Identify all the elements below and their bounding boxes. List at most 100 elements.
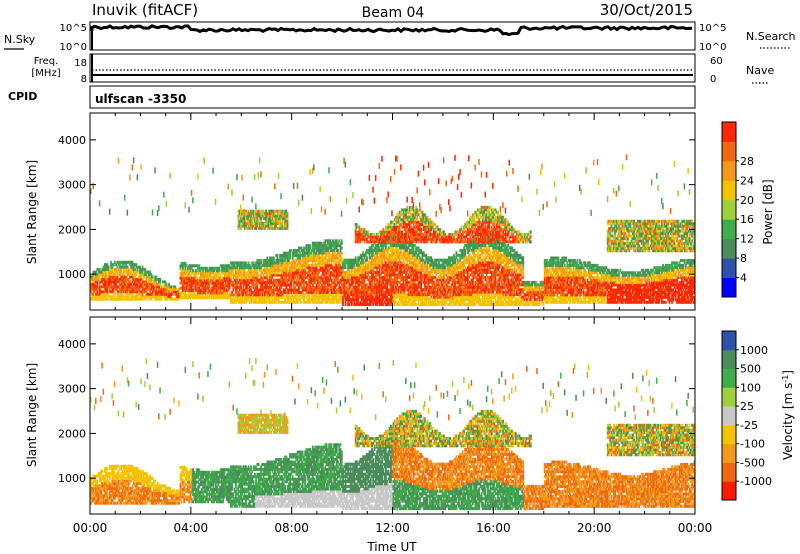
- scatter-cell: [320, 249, 323, 253]
- scatter-cell: [352, 263, 355, 267]
- scatter-cell: [305, 295, 308, 299]
- scatter-cell: [362, 235, 365, 239]
- scatter-cell: [344, 266, 347, 270]
- scatter-cell: [393, 303, 396, 307]
- scatter-cell: [398, 266, 401, 270]
- scatter-cell: [141, 278, 144, 281]
- scatter-cell: [421, 210, 424, 214]
- scatter-cell: [319, 300, 322, 304]
- scatter-cell: [243, 283, 246, 287]
- scatter-cell: [299, 276, 302, 280]
- scatter-cell: [324, 259, 327, 262]
- scatter-cell: [279, 209, 281, 213]
- scatter-cell: [298, 288, 300, 292]
- scatter-cell: [364, 290, 367, 294]
- scatter-speckle: [340, 210, 343, 217]
- scatter-cell: [166, 292, 169, 296]
- scatter-cell: [323, 251, 326, 255]
- scatter-cell: [408, 285, 411, 289]
- scatter-cell: [347, 271, 349, 274]
- scatter-cell: [226, 279, 228, 283]
- scatter-cell: [301, 254, 304, 257]
- scatter-cell: [251, 263, 254, 267]
- scatter-cell: [320, 276, 323, 280]
- scatter-cell: [411, 273, 414, 277]
- scatter-cell: [208, 289, 211, 292]
- scatter-cell: [189, 293, 192, 297]
- scatter-cell: [325, 295, 328, 299]
- scatter-cell: [412, 303, 415, 307]
- scatter-cell: [270, 266, 273, 270]
- scatter-cell: [401, 256, 404, 260]
- scatter-cell: [165, 287, 168, 291]
- scatter-cell: [198, 293, 201, 297]
- scatter-cell: [361, 303, 363, 307]
- scatter-cell: [245, 286, 247, 289]
- scatter-cell: [402, 283, 405, 287]
- scatter-cell: [287, 263, 290, 267]
- scatter-cell: [185, 289, 188, 292]
- scatter-cell: [377, 290, 380, 294]
- scatter-cell: [338, 288, 341, 292]
- scatter-cell: [304, 266, 307, 270]
- scatter-cell: [262, 298, 265, 302]
- scatter-cell: [330, 254, 333, 257]
- scatter-cell: [400, 290, 402, 294]
- scatter-cell: [334, 276, 337, 280]
- scatter-cell: [284, 273, 286, 277]
- scatter-speckle: [310, 207, 313, 214]
- scatter-cell: [222, 279, 225, 283]
- scatter-cell: [379, 233, 382, 236]
- scatter-cell: [267, 298, 270, 302]
- scatter-cell: [403, 253, 406, 257]
- scatter-cell: [282, 281, 285, 285]
- scatter-cell: [214, 291, 217, 295]
- scatter-cell: [285, 251, 288, 255]
- scatter-cell: [103, 268, 106, 272]
- scatter-cell: [406, 303, 409, 307]
- scatter-cell: [269, 226, 271, 230]
- scatter-cell: [429, 235, 431, 239]
- scatter-cell: [309, 244, 312, 248]
- scatter-cell: [411, 244, 414, 247]
- scatter-cell: [306, 293, 309, 297]
- scatter-cell: [371, 288, 373, 292]
- scatter-cell: [159, 278, 162, 281]
- scatter-cell: [243, 298, 246, 302]
- scatter-cell: [371, 285, 373, 289]
- scatter-cell: [262, 268, 265, 272]
- scatter-cell: [198, 284, 201, 287]
- scatter-cell: [420, 295, 423, 299]
- scatter-cell: [305, 281, 308, 285]
- scatter-cell: [373, 253, 376, 257]
- scatter-cell: [101, 292, 104, 296]
- scatter-cell: [207, 286, 210, 290]
- scatter-cell: [303, 263, 305, 267]
- scatter-cell: [281, 278, 284, 282]
- scatter-cell: [140, 292, 143, 296]
- scatter-cell: [286, 293, 289, 297]
- scatter-cell: [148, 270, 150, 274]
- scatter-cell: [257, 266, 260, 270]
- scatter-cell: [183, 286, 186, 290]
- scatter-cell: [251, 226, 254, 230]
- scatter-cell: [228, 279, 231, 283]
- scatter-cell: [260, 295, 263, 299]
- scatter-cell: [401, 298, 404, 302]
- scatter-cell: [129, 287, 131, 291]
- scatter-speckle: [329, 195, 331, 202]
- scatter-cell: [277, 226, 280, 230]
- scatter-cell: [327, 298, 329, 302]
- scatter-cell: [343, 290, 346, 294]
- scatter-cell: [397, 230, 400, 234]
- scatter-cell: [368, 233, 371, 236]
- scatter-cell: [228, 271, 231, 275]
- scatter-cell: [327, 276, 329, 280]
- scatter-cell: [328, 261, 331, 265]
- scatter-cell: [287, 259, 290, 262]
- scatter-cell: [200, 289, 203, 292]
- scatter-cell: [387, 258, 390, 262]
- scatter-cell: [405, 280, 407, 284]
- scatter-cell: [247, 209, 250, 213]
- scatter-cell: [388, 298, 391, 302]
